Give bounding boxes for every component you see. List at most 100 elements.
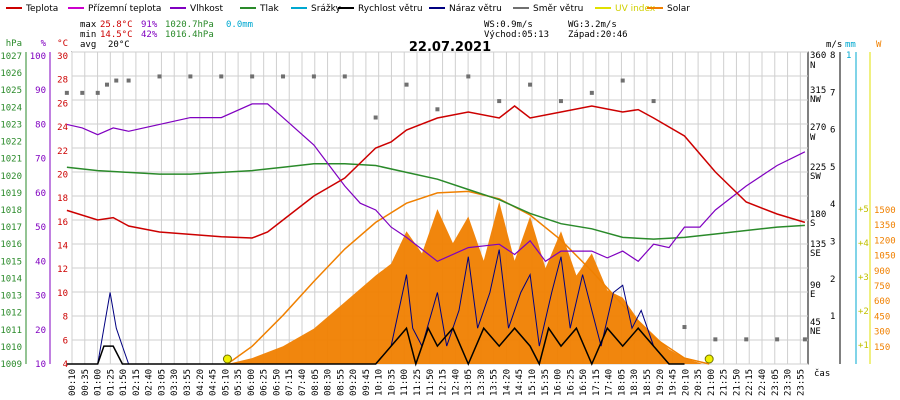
y-tick-label: 30 [57, 52, 68, 62]
y-tick-label: 24 [57, 123, 68, 133]
y-tick-label: 6 [63, 336, 68, 346]
x-tick-label: 16:50 [579, 369, 589, 396]
x-axis-unit: čas [814, 368, 830, 379]
x-tick-label: 06:00 [247, 369, 257, 396]
stat-max-label: max [80, 20, 97, 30]
stat-max-hum: 91% [141, 20, 158, 30]
x-tick-label: 18:05 [617, 369, 627, 396]
w-tick-label: 900 [874, 267, 890, 277]
y-tick-label: 20 [35, 326, 46, 336]
x-tick-label: 23:55 [796, 369, 806, 396]
y-tick-label: 20 [57, 170, 68, 180]
direction-tick-label: 180 [810, 210, 826, 220]
y-tick-label: 26 [57, 99, 68, 109]
wind-direction-point [188, 74, 193, 79]
stat-max-temp: 25.8°C [100, 20, 133, 30]
x-tick-label: 09:45 [362, 369, 372, 396]
x-tick-label: 12:40 [451, 369, 461, 396]
direction-tick-label: 315 [810, 86, 826, 96]
ms-tick-label: 1 [830, 312, 835, 322]
y-tick-label: 18 [57, 194, 68, 204]
legend-label: Směr větru [533, 4, 583, 14]
wind-direction-point [64, 90, 69, 95]
legend-label: Solar [667, 4, 690, 14]
y-tick-label: 1014 [0, 274, 22, 284]
y-tick-label: 50 [35, 223, 46, 233]
x-tick-label: 11:25 [413, 369, 423, 396]
x-tick-label: 14:20 [502, 369, 512, 396]
x-tick-label: 07:15 [285, 369, 295, 396]
wind-direction-point [281, 74, 286, 79]
direction-tick-label: W [810, 133, 816, 143]
temperature-line [66, 105, 806, 239]
wind-direction-point [528, 82, 533, 87]
y-tick-label: 40 [35, 257, 46, 267]
y-tick-label: 10 [35, 360, 46, 370]
uv-tick-label: +3 [858, 273, 869, 283]
humidity-line [66, 103, 806, 263]
y-tick-label: 1013 [0, 292, 22, 302]
x-tick-label: 00:10 [68, 369, 78, 396]
y-tick-label: 1020 [0, 172, 22, 182]
y-tick-label: 1022 [0, 138, 22, 148]
y-tick-label: 1011 [0, 326, 22, 336]
direction-tick-label: S [810, 219, 815, 229]
w-axis-unit: W [876, 40, 882, 50]
y-tick-label: 22 [57, 147, 68, 157]
y-tick-label: 1016 [0, 240, 22, 250]
wind-direction-point [342, 74, 347, 79]
x-tick-label: 17:15 [592, 369, 602, 396]
y-tick-label: 1024 [0, 103, 22, 113]
stat-wg: WG:3.2m/s [568, 20, 617, 30]
y-tick-label: 1017 [0, 223, 22, 233]
direction-tick-label: SE [810, 249, 821, 259]
wind-direction-point [775, 337, 780, 342]
wind-direction-point [219, 74, 224, 79]
ms-axis-unit: m/s [826, 40, 842, 50]
x-tick-label: 22:15 [745, 369, 755, 396]
direction-tick-label: E [810, 290, 815, 300]
wind-direction-point [802, 337, 807, 342]
y-tick-label: 100 [30, 52, 46, 62]
uv-tick-label: +4 [858, 239, 869, 249]
x-tick-label: 21:50 [732, 369, 742, 396]
x-tick-label: 13:55 [490, 369, 500, 396]
direction-tick-label: 225 [810, 163, 826, 173]
stat-rain: 0.0mm [226, 20, 253, 30]
x-tick-label: 05:10 [221, 369, 231, 396]
ms-tick-label: 2 [830, 275, 835, 285]
wind-direction-point [713, 337, 718, 342]
x-tick-label: 20:10 [681, 369, 691, 396]
y-tick-label: 28 [57, 76, 68, 86]
x-tick-label: 01:00 [94, 369, 104, 396]
x-tick-label: 01:25 [106, 369, 116, 396]
wind-direction-point [435, 107, 440, 112]
y-tick-label: 1025 [0, 86, 22, 96]
uv-index-point [222, 354, 232, 364]
x-tick-label: 02:15 [132, 369, 142, 396]
pressure-line [66, 163, 805, 240]
direction-tick-label: NE [810, 327, 821, 337]
x-tick-label: 03:05 [157, 369, 167, 396]
direction-tick-label: 360 [810, 51, 826, 61]
ms-tick-label: 3 [830, 238, 835, 248]
w-tick-label: 1200 [874, 236, 896, 246]
x-tick-label: 15:35 [541, 369, 551, 396]
x-tick-label: 15:10 [528, 369, 538, 396]
direction-tick-label: 90 [810, 281, 821, 291]
x-tick-label: 23:05 [771, 369, 781, 396]
y-tick-label: 10 [57, 289, 68, 299]
x-tick-label: 19:45 [669, 369, 679, 396]
wind-direction-point [651, 99, 656, 104]
legend-label: Náraz větru [449, 4, 502, 14]
x-tick-label: 20:35 [694, 369, 704, 396]
stat-min-temp: 14.5°C [100, 30, 133, 40]
direction-tick-label: 135 [810, 240, 826, 250]
wind-direction-point [311, 74, 316, 79]
wind-direction-point [589, 90, 594, 95]
wind-direction-point [404, 82, 409, 87]
y-tick-label: 1018 [0, 206, 22, 216]
x-tick-label: 13:30 [477, 369, 487, 396]
